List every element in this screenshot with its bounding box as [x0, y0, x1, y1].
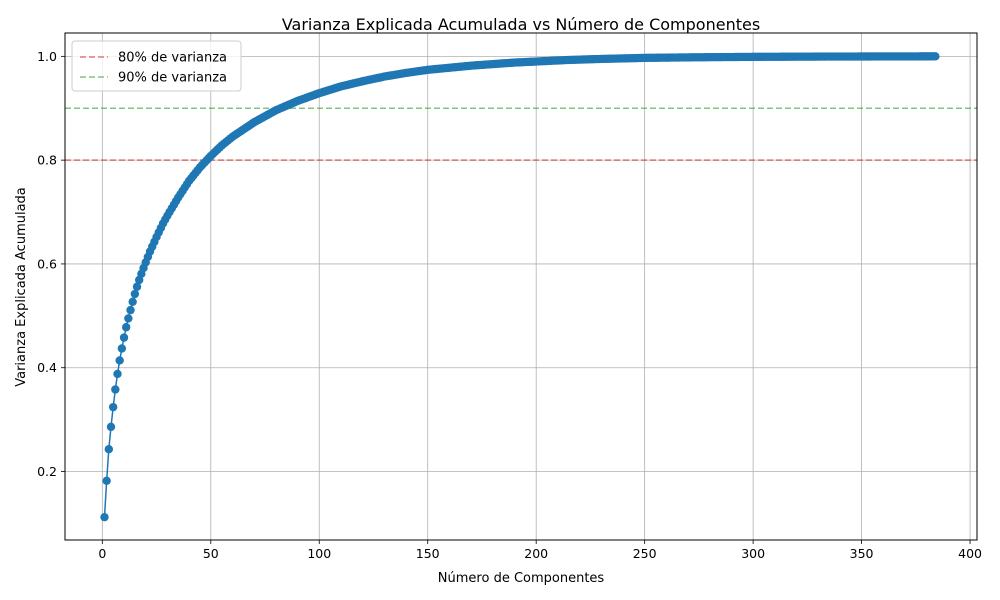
x-tick-label: 0: [98, 546, 106, 561]
x-tick-label: 150: [416, 546, 440, 561]
x-tick-label: 200: [524, 546, 548, 561]
x-tick-label: 250: [633, 546, 657, 561]
plot-frame: [64, 32, 978, 541]
data-point: [931, 52, 940, 61]
data-point: [124, 314, 133, 323]
data-point: [106, 422, 116, 432]
y-tick-label: 0.8: [37, 153, 57, 168]
data-point: [111, 385, 120, 394]
reference-lines: [65, 107, 977, 161]
legend-frame: [71, 40, 242, 92]
data-point: [128, 297, 137, 307]
y-tick-label: 0.6: [37, 256, 57, 271]
y-tick-label: 0.2: [37, 464, 57, 479]
chart-title: Varianza Explicada Acumulada vs Número d…: [282, 15, 760, 34]
legend: 80% de varianza 90% de varianza: [71, 40, 242, 92]
x-tick-label: 100: [307, 546, 331, 561]
data-point: [100, 512, 109, 522]
x-tick-label: 400: [958, 546, 982, 561]
data-point: [121, 323, 131, 332]
data-point: [108, 402, 118, 412]
data-point: [102, 476, 111, 486]
legend-label-90: 90% de varianza: [118, 71, 227, 86]
x-tick-label: 50: [203, 546, 219, 561]
y-tick-label: 0.4: [37, 360, 57, 375]
data-point: [104, 444, 114, 454]
series-layer: [100, 52, 940, 522]
y-tick-label: 1.0: [37, 49, 57, 64]
ticks: 0 50 100 150 200 250 300 350 400 0.2 0.4 0.6 0.8 1.0: [37, 49, 982, 561]
legend-label-80: 80% de varianza: [118, 51, 227, 66]
y-axis-label: Varianza Explicada Acumulada: [14, 187, 29, 387]
grid: [65, 33, 977, 540]
x-tick-label: 300: [741, 546, 765, 561]
data-point: [130, 289, 140, 299]
data-point: [117, 344, 127, 353]
data-point: [115, 356, 124, 365]
data-point: [126, 305, 135, 315]
data-point: [132, 282, 142, 291]
x-axis-label: Número de Componentes: [438, 571, 605, 586]
data-point: [113, 369, 122, 379]
data-point: [119, 333, 129, 342]
x-tick-label: 350: [850, 546, 874, 561]
